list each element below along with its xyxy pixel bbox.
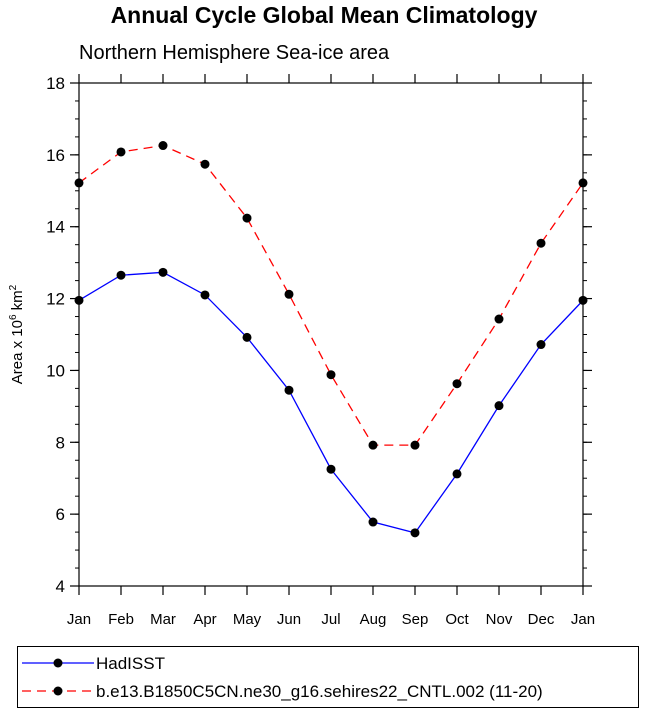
data-point-series-1 <box>116 147 126 157</box>
y-tick-label: 10 <box>46 361 65 380</box>
x-tick-label: Dec <box>528 611 555 628</box>
y-axis: 4 6 8 10 12 14 16 18 <box>46 74 592 596</box>
x-tick-label: Apr <box>193 611 216 628</box>
data-point-series-0 <box>200 290 210 300</box>
x-axis: Jan Feb Mar Apr May Jun Jul Aug Sep Oct Nov Dec Jan <box>67 74 595 628</box>
x-tick-label: Jan <box>571 611 595 628</box>
x-tick-label: Nov <box>486 611 513 628</box>
legend-swatch-model <box>22 686 94 696</box>
y-tick-label: 12 <box>46 290 65 309</box>
chart-title: Annual Cycle Global Mean Climatology <box>110 2 538 28</box>
x-tick-label: Jun <box>277 611 301 628</box>
y-tick-label: 6 <box>56 505 65 524</box>
legend-swatch-hadisst <box>22 658 94 668</box>
x-tick-label: May <box>233 611 262 628</box>
y-tick-label: 4 <box>56 577 65 596</box>
x-tick-label: Aug <box>360 611 387 628</box>
y-tick-label: 14 <box>46 218 65 237</box>
legend-item-model: b.e13.B1850C5CN.ne30_g16.sehires22_CNTL.… <box>18 678 638 706</box>
data-point-series-1 <box>200 159 210 169</box>
data-point-series-0 <box>410 528 420 538</box>
x-tick-label: Feb <box>108 611 134 628</box>
data-point-series-1 <box>410 440 420 450</box>
x-tick-label: Oct <box>445 611 469 628</box>
series-line-1 <box>78 144 584 446</box>
data-point-series-1 <box>158 141 168 151</box>
x-tick-label: Mar <box>150 611 176 628</box>
legend-label-hadisst: HadISST <box>96 654 165 673</box>
data-point-series-0 <box>494 401 504 411</box>
y-tick-label: 16 <box>46 146 65 165</box>
data-point-series-0 <box>326 464 336 474</box>
chart-subtitle: Northern Hemisphere Sea-ice area <box>79 42 390 64</box>
plot-frame <box>78 82 584 587</box>
data-point-series-0 <box>368 517 378 527</box>
line-chart: 4 6 8 10 12 14 16 18 Jan Feb Mar Apr May Jun Jul Aug Se… <box>8 74 595 628</box>
data-point-series-1 <box>242 213 252 223</box>
x-tick-label: Jul <box>321 611 340 628</box>
data-point-series-0 <box>242 332 252 342</box>
data-point-series-0 <box>284 385 294 395</box>
data-point-series-1 <box>368 440 378 450</box>
data-point-series-1 <box>494 314 504 324</box>
x-tick-label: Jan <box>67 611 91 628</box>
y-tick-label: 18 <box>46 74 65 93</box>
y-tick-label: 8 <box>56 433 65 452</box>
data-point-series-1 <box>284 289 294 299</box>
legend-item-hadisst: HadISST <box>18 650 638 678</box>
y-axis-label: Area x 106 km2 <box>8 284 26 384</box>
data-point-series-1 <box>326 370 336 380</box>
minor-ticks <box>75 82 587 587</box>
data-point-series-0 <box>116 270 126 280</box>
series-layer <box>74 141 588 538</box>
legend: HadISST b.e13.B1850C5CN.ne30_g16.sehires… <box>17 646 639 708</box>
data-point-series-0 <box>158 267 168 277</box>
data-point-series-0 <box>536 340 546 350</box>
data-point-series-0 <box>452 469 462 479</box>
legend-label-model: b.e13.B1850C5CN.ne30_g16.sehires22_CNTL.… <box>96 682 543 701</box>
x-tick-label: Sep <box>402 611 429 628</box>
data-point-series-1 <box>452 379 462 389</box>
series-line-0 <box>78 271 584 534</box>
data-point-series-1 <box>536 238 546 248</box>
